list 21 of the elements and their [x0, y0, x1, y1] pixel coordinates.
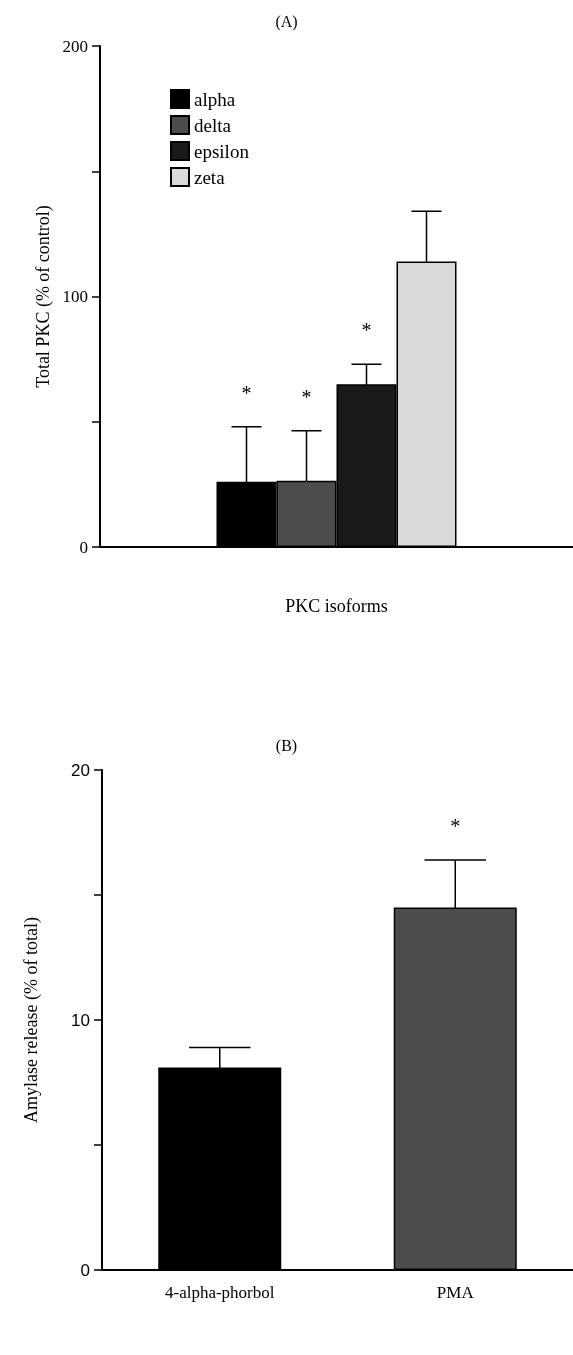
y-tick-label: 0: [79, 537, 88, 557]
chart-title: (A): [275, 12, 298, 31]
legend-label: epsilon: [194, 140, 250, 162]
y-axis-title: Amylase release (% of total): [21, 917, 42, 1123]
y-tick-label: 200: [62, 36, 88, 56]
legend-label: alpha: [194, 88, 236, 110]
annotation: *: [450, 815, 461, 837]
x-tick-label: 4-alpha-phorbol: [164, 1283, 275, 1302]
y-tick-label: 100: [62, 287, 88, 306]
x-axis-title: PKC isoforms: [285, 596, 388, 616]
legend-label: zeta: [194, 166, 226, 188]
annotation: *: [301, 385, 312, 408]
y-axis-title: Total PKC (% of control): [32, 205, 54, 388]
legend-label: delta: [194, 114, 232, 136]
annotation: *: [361, 319, 372, 342]
y-tick-label: 0: [80, 1260, 90, 1280]
annotation: *: [241, 381, 252, 404]
y-tick-label: 10: [71, 1010, 90, 1030]
x-tick-label: PMA: [436, 1283, 475, 1302]
y-tick-label: 20: [71, 760, 90, 780]
chart-title: (B): [275, 736, 298, 755]
